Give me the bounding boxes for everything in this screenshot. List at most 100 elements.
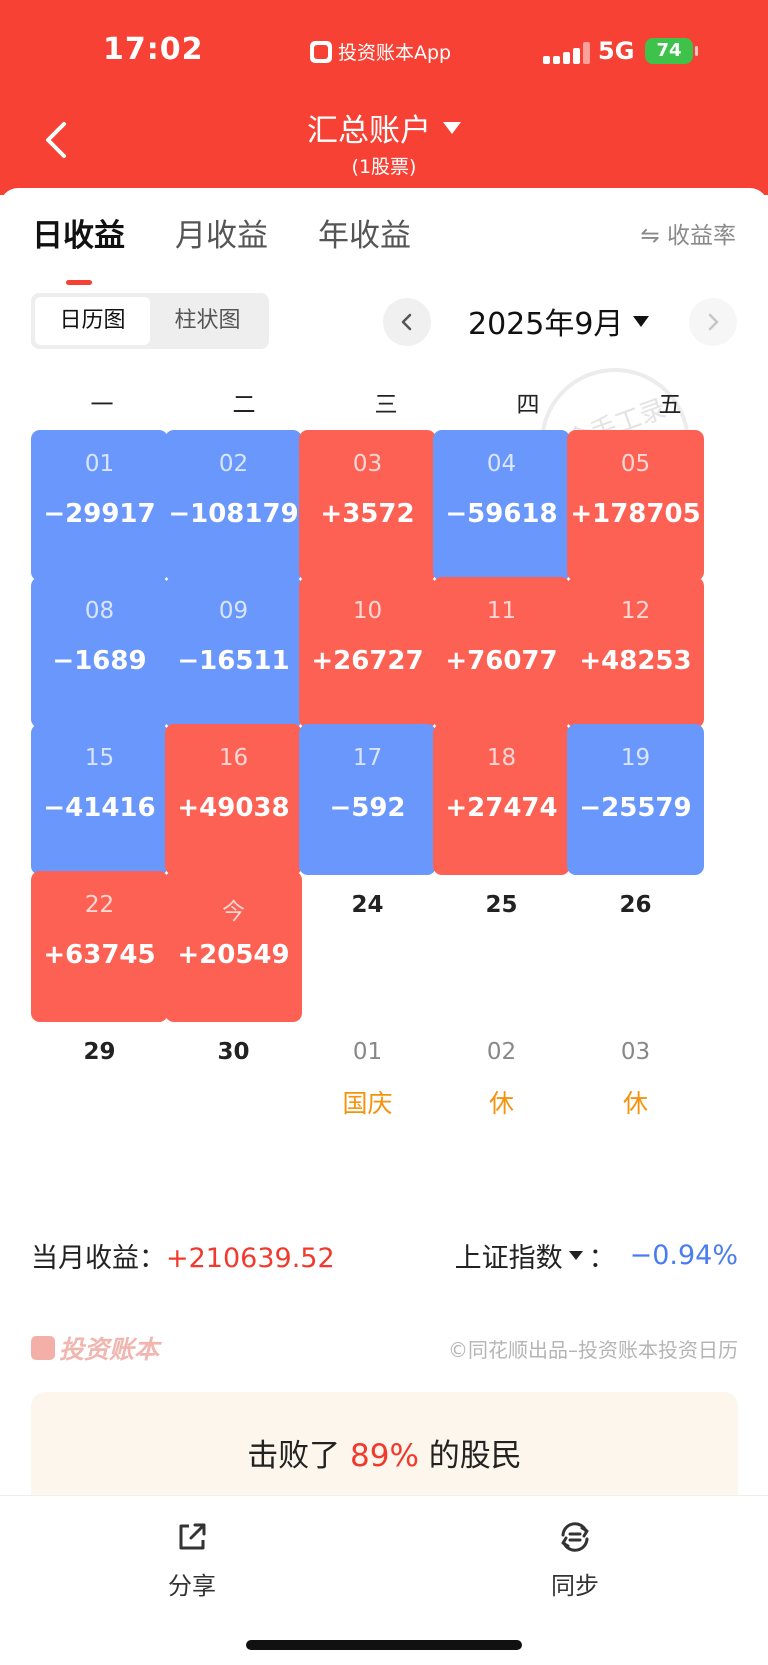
day-number: 16: [218, 745, 249, 771]
calendar-day-cell[interactable]: 今 +20549: [165, 871, 302, 1022]
day-number: 02: [486, 1039, 517, 1065]
day-profit: +76077: [445, 646, 558, 676]
index-colon: ：: [588, 1243, 616, 1274]
calendar-day-cell[interactable]: 08 −1689: [31, 577, 168, 728]
calendar-day-cell[interactable]: 16 +49038: [165, 724, 302, 875]
calendar-day-cell[interactable]: 10 +26727: [299, 577, 436, 728]
month-profit-label: 当月收益：: [31, 1243, 166, 1274]
weekday-label: 四: [516, 392, 540, 418]
day-number: 01: [352, 1039, 383, 1065]
calendar-empty-day[interactable]: 25: [433, 871, 570, 1022]
day-number: 25: [485, 892, 518, 918]
calendar-day-cell[interactable]: 04 −59618: [433, 430, 570, 581]
day-number: 22: [84, 892, 115, 918]
brand-logo-text: 投资账本: [59, 1335, 160, 1364]
status-bar: 17:02 投资账本App 5G 74: [0, 0, 768, 100]
chevron-right-icon: [708, 313, 719, 331]
calendar-day-cell[interactable]: 03 +3572: [299, 430, 436, 581]
page-title: 汇总账户: [307, 113, 431, 149]
day-number: 24: [351, 892, 384, 918]
return-rate-toggle[interactable]: ⇋ 收益率: [640, 223, 736, 249]
period-tabs: 日收益 月收益 年收益: [32, 210, 411, 285]
chevron-left-icon: [46, 122, 66, 158]
weekday-header: 一 二 三 四 五: [31, 385, 741, 419]
share-button[interactable]: 分享: [132, 1518, 252, 1601]
month-profit: 当月收益：+210639.52: [31, 1236, 335, 1275]
ranking-card: 击败了 89% 的股民: [31, 1392, 738, 1512]
calendar-day-cell[interactable]: 15 −41416: [31, 724, 168, 875]
calendar-empty-day[interactable]: 02 休: [433, 1018, 570, 1169]
brand-logo: 投资账本: [31, 1330, 159, 1366]
back-button[interactable]: [38, 118, 78, 162]
day-number: 03: [620, 1039, 651, 1065]
return-to-app-pill[interactable]: 投资账本App: [310, 38, 451, 65]
calendar-empty-day[interactable]: 03 休: [567, 1018, 704, 1169]
bottom-bar: 分享 同步: [0, 1495, 768, 1665]
calendar-day-cell[interactable]: 11 +76077: [433, 577, 570, 728]
prev-month-button[interactable]: [383, 298, 431, 346]
calendar-day-cell[interactable]: 05 +178705: [567, 430, 704, 581]
day-number: 19: [620, 745, 651, 771]
tab-yearly[interactable]: 年收益: [318, 218, 411, 254]
day-profit: +3572: [320, 499, 415, 529]
day-number: 04: [486, 451, 517, 477]
calendar-day-cell[interactable]: 09 −16511: [165, 577, 302, 728]
tab-daily[interactable]: 日收益: [32, 210, 125, 285]
calendar-day-cell[interactable]: 19 −25579: [567, 724, 704, 875]
ranking-prefix: 击败了: [247, 1438, 351, 1474]
bar-view-button[interactable]: 柱状图: [174, 308, 241, 333]
day-number: 02: [218, 451, 249, 477]
calendar-empty-day[interactable]: 30: [165, 1018, 302, 1169]
account-subtitle: (1股票): [351, 156, 417, 178]
day-profit: −1689: [52, 646, 147, 676]
holiday-label: 休: [488, 1089, 514, 1118]
day-profit: −25579: [579, 793, 692, 823]
calendar-empty-day[interactable]: 26: [567, 871, 704, 1022]
calendar-day-cell[interactable]: 01 −29917: [31, 430, 168, 581]
next-month-button[interactable]: [689, 298, 737, 346]
calendar-empty-day[interactable]: 24: [299, 871, 436, 1022]
day-profit: +27474: [445, 793, 558, 823]
weekday-label: 二: [232, 392, 256, 418]
day-number: 09: [218, 598, 249, 624]
day-number: 今: [222, 899, 245, 925]
calendar-day-cell[interactable]: 18 +27474: [433, 724, 570, 875]
calendar-day-cell[interactable]: 17 −592: [299, 724, 436, 875]
month-profit-value: +210639.52: [166, 1243, 335, 1274]
sync-icon: [561, 1522, 589, 1552]
day-profit: −108179: [168, 499, 299, 529]
calendar-view-button[interactable]: 日历图: [35, 297, 150, 345]
day-number: 18: [486, 745, 517, 771]
calendar-day-cell[interactable]: 02 −108179: [165, 430, 302, 581]
day-number: 26: [619, 892, 652, 918]
status-time: 17:02: [103, 32, 204, 67]
signal-icon: [543, 40, 590, 64]
sync-button[interactable]: 同步: [515, 1518, 635, 1601]
calendar-day-cell[interactable]: 12 +48253: [567, 577, 704, 728]
day-profit: +63745: [43, 940, 156, 970]
day-profit: −59618: [445, 499, 558, 529]
index-value: −0.94%: [629, 1240, 738, 1271]
weekday-label: 五: [658, 392, 682, 418]
share-icon: [179, 1523, 206, 1550]
credit-text: ©同花顺出品–投资账本投资日历: [448, 1338, 738, 1362]
calendar-empty-day[interactable]: 01 国庆: [299, 1018, 436, 1169]
calendar-day-cell[interactable]: 22 +63745: [31, 871, 168, 1022]
account-selector[interactable]: 汇总账户: [0, 105, 768, 150]
month-summary: 当月收益：+210639.52 上证指数 ： −0.94%: [31, 1236, 738, 1276]
caret-down-icon: [443, 121, 461, 134]
day-number: 17: [352, 745, 383, 771]
index-compare[interactable]: 上证指数 ： −0.94%: [455, 1236, 738, 1275]
month-selector[interactable]: 2025年9月: [468, 299, 650, 343]
day-profit: −16511: [177, 646, 290, 676]
ranking-suffix: 的股民: [418, 1438, 522, 1474]
ledger-logo-icon: [31, 1336, 55, 1360]
weekday-label: 三: [374, 392, 398, 418]
holiday-label: 休: [622, 1089, 648, 1118]
tab-monthly[interactable]: 月收益: [175, 218, 268, 254]
day-profit: −41416: [43, 793, 156, 823]
ranking-percent: 89%: [350, 1438, 419, 1474]
calendar-empty-day[interactable]: 29: [31, 1018, 168, 1169]
brand-row: 投资账本 ©同花顺出品–投资账本投资日历: [31, 1330, 738, 1364]
app-label: 投资账本App: [338, 42, 452, 64]
